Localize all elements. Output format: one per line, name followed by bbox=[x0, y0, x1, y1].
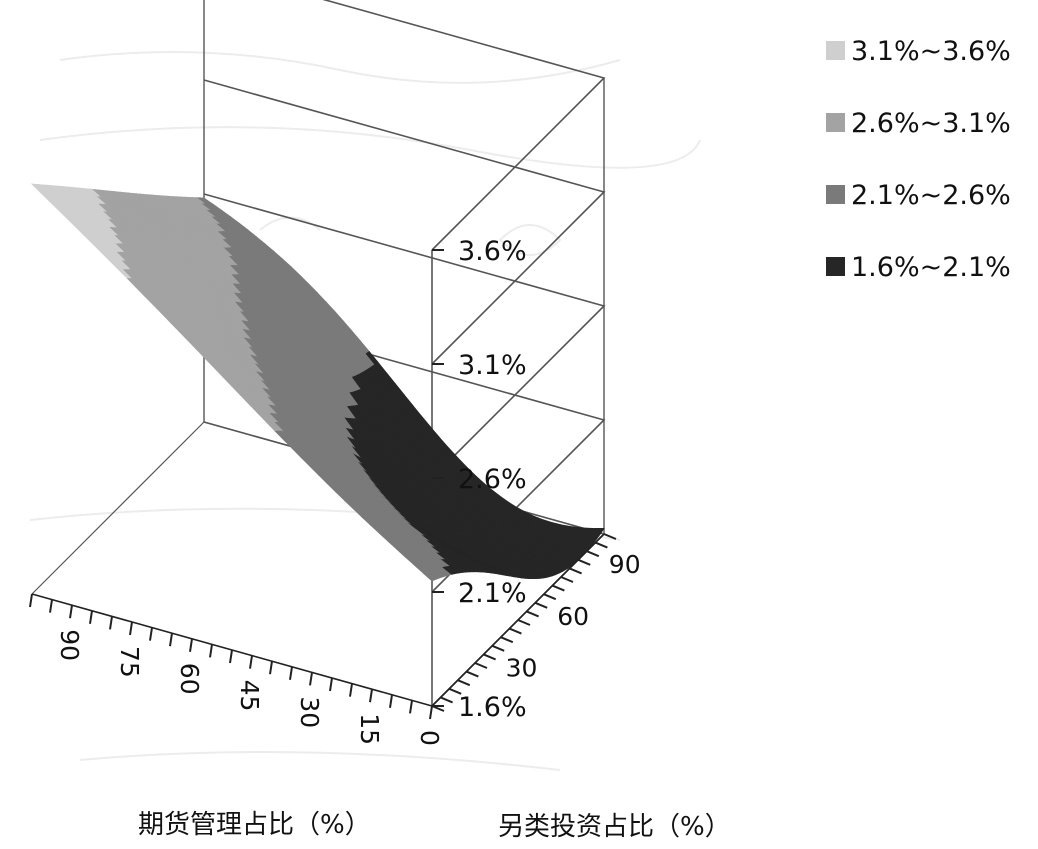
x-tick bbox=[189, 638, 193, 652]
x-tick-label: 75 bbox=[115, 646, 144, 678]
y-tick bbox=[552, 584, 565, 592]
surface bbox=[30, 183, 605, 582]
x-tick bbox=[169, 633, 173, 647]
x-tick bbox=[69, 605, 73, 619]
x-axis-title: 期货管理占比（%） bbox=[138, 810, 371, 840]
y-tick bbox=[466, 670, 479, 678]
y-tick bbox=[603, 533, 617, 540]
x-tick-label: 15 bbox=[355, 713, 384, 745]
z-tick-label: 2.6% bbox=[458, 464, 527, 495]
legend-label: 2.1%~2.6% bbox=[851, 180, 1011, 211]
y-tick bbox=[517, 619, 531, 626]
x-tick bbox=[309, 672, 313, 686]
y-tick-label: 30 bbox=[506, 653, 538, 682]
y-tick-label: 60 bbox=[557, 602, 589, 631]
y-tick bbox=[569, 567, 582, 575]
y-tick bbox=[491, 644, 505, 652]
x-tick bbox=[209, 644, 213, 658]
z-tick-label: 3.1% bbox=[458, 350, 527, 381]
z-tick-label: 3.6% bbox=[458, 236, 527, 267]
x-tick bbox=[109, 616, 113, 630]
y-tick bbox=[474, 662, 488, 669]
x-tick bbox=[49, 599, 53, 613]
gridline-4 bbox=[322, 0, 606, 251]
x-tick bbox=[149, 627, 153, 641]
x-tick bbox=[129, 621, 133, 636]
y-tick bbox=[560, 576, 574, 583]
x-tick bbox=[409, 700, 413, 714]
y-tick bbox=[534, 601, 548, 609]
y-axis-title: 另类投资占比（%） bbox=[498, 812, 731, 842]
x-tick bbox=[89, 610, 93, 624]
x-tick bbox=[229, 649, 233, 664]
x-tick-label: 45 bbox=[235, 680, 264, 712]
x-tick bbox=[249, 655, 253, 669]
x-tick-label: 30 bbox=[295, 696, 324, 728]
y-tick bbox=[595, 541, 608, 549]
x-tick bbox=[349, 683, 353, 697]
legend-swatch bbox=[826, 113, 845, 132]
y-tick-label: 90 bbox=[609, 550, 641, 579]
y-tick bbox=[448, 687, 462, 695]
legend: 3.1%~3.6% 2.6%~3.1% 2.1%~2.6% 1.6%~2.1% bbox=[826, 36, 1011, 283]
x-tick-label: 60 bbox=[175, 663, 204, 695]
x-tick-label: 90 bbox=[55, 629, 84, 661]
legend-swatch bbox=[826, 185, 845, 204]
y-tick bbox=[586, 550, 600, 558]
legend-label: 1.6%~2.1% bbox=[851, 252, 1011, 283]
x-tick bbox=[289, 666, 293, 680]
y-tick bbox=[577, 558, 591, 566]
y-tick bbox=[457, 679, 471, 687]
x-tick bbox=[269, 661, 273, 675]
x-tick bbox=[389, 694, 393, 708]
y-tick bbox=[509, 627, 522, 635]
x-tick bbox=[369, 689, 373, 703]
y-tick bbox=[500, 636, 514, 644]
legend-label: 2.6%~3.1% bbox=[851, 108, 1011, 139]
surface-cell bbox=[422, 571, 437, 582]
z-tick-label: 2.1% bbox=[458, 578, 527, 609]
axes: 0 15 30 45 60 75 90 30 60 90 1.6% 2.1% 2.6% 3.1% 3.6% bbox=[29, 236, 641, 746]
legend-swatch bbox=[826, 41, 845, 60]
legend-label: 3.1%~3.6% bbox=[851, 36, 1011, 67]
x-tick bbox=[329, 677, 333, 692]
legend-swatch bbox=[826, 257, 845, 276]
x-tick bbox=[29, 593, 33, 608]
y-tick bbox=[526, 610, 539, 618]
y-tick bbox=[543, 593, 557, 601]
y-tick bbox=[440, 696, 453, 704]
x-tick-label: 0 bbox=[415, 730, 444, 746]
z-tick-label: 1.6% bbox=[458, 692, 527, 723]
y-tick bbox=[483, 653, 496, 661]
x-tick bbox=[429, 705, 433, 720]
